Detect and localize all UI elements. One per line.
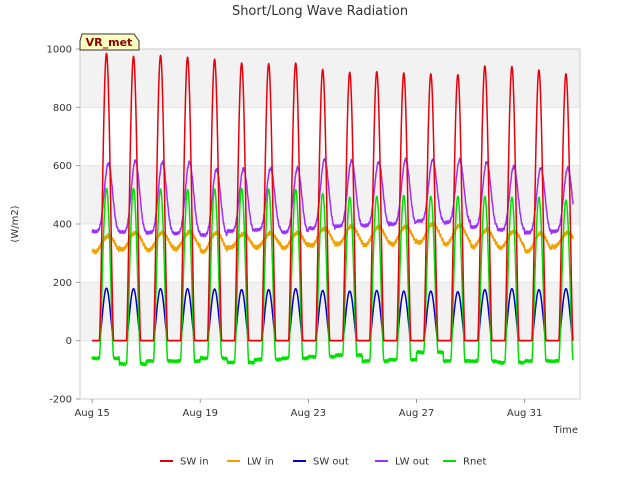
legend-item-sw-out: SW out: [293, 457, 349, 468]
series-line-sw-in: [91, 52, 574, 342]
y-tick-label: 400: [53, 220, 72, 231]
legend: SW in LW in SW out LW out Rnet: [160, 457, 486, 468]
y-tick-label: 200: [53, 278, 72, 289]
legend-label: LW in: [247, 457, 274, 468]
legend-item-rnet: Rnet: [443, 457, 486, 468]
x-tick-label: Aug 19: [183, 408, 218, 419]
site-badge-label: VR_met: [86, 36, 133, 49]
y-tick-label: 0: [66, 336, 72, 347]
chart-title: Short/Long Wave Radiation: [232, 4, 408, 19]
series-line-lw-in: [91, 221, 574, 255]
legend-label: LW out: [395, 457, 429, 468]
y-axis-label: (W/m2): [10, 205, 21, 242]
series-layer: [91, 52, 574, 367]
legend-item-lw-in: LW in: [227, 457, 274, 468]
y-tick-label: 1000: [47, 45, 72, 56]
y-tick-label: 800: [53, 103, 72, 114]
legend-item-sw-in: SW in: [160, 457, 209, 468]
x-tick-label: Aug 27: [399, 408, 434, 419]
series-line-rnet: [91, 187, 574, 367]
x-tick-label: Aug 31: [507, 408, 542, 419]
y-tick-label: 600: [53, 161, 72, 172]
series-line-lw-out: [91, 157, 574, 238]
legend-label: SW out: [313, 457, 349, 468]
site-badge: VR_met: [79, 33, 140, 51]
x-axis-ticks: Aug 15 Aug 19 Aug 23 Aug 27 Aug 31: [74, 399, 542, 419]
plot-band: [80, 107, 580, 166]
x-tick-label: Aug 15: [74, 408, 109, 419]
x-axis-label: Time: [553, 425, 578, 436]
legend-label: Rnet: [463, 457, 486, 468]
plot-band: [80, 49, 580, 108]
site-badge-box: [79, 33, 140, 51]
y-tick-label: -200: [49, 395, 72, 406]
x-tick-label: Aug 23: [291, 408, 326, 419]
y-axis-ticks: -200 0 200 400 600 800 1000: [47, 45, 80, 406]
legend-item-lw-out: LW out: [375, 457, 429, 468]
legend-label: SW in: [180, 457, 209, 468]
